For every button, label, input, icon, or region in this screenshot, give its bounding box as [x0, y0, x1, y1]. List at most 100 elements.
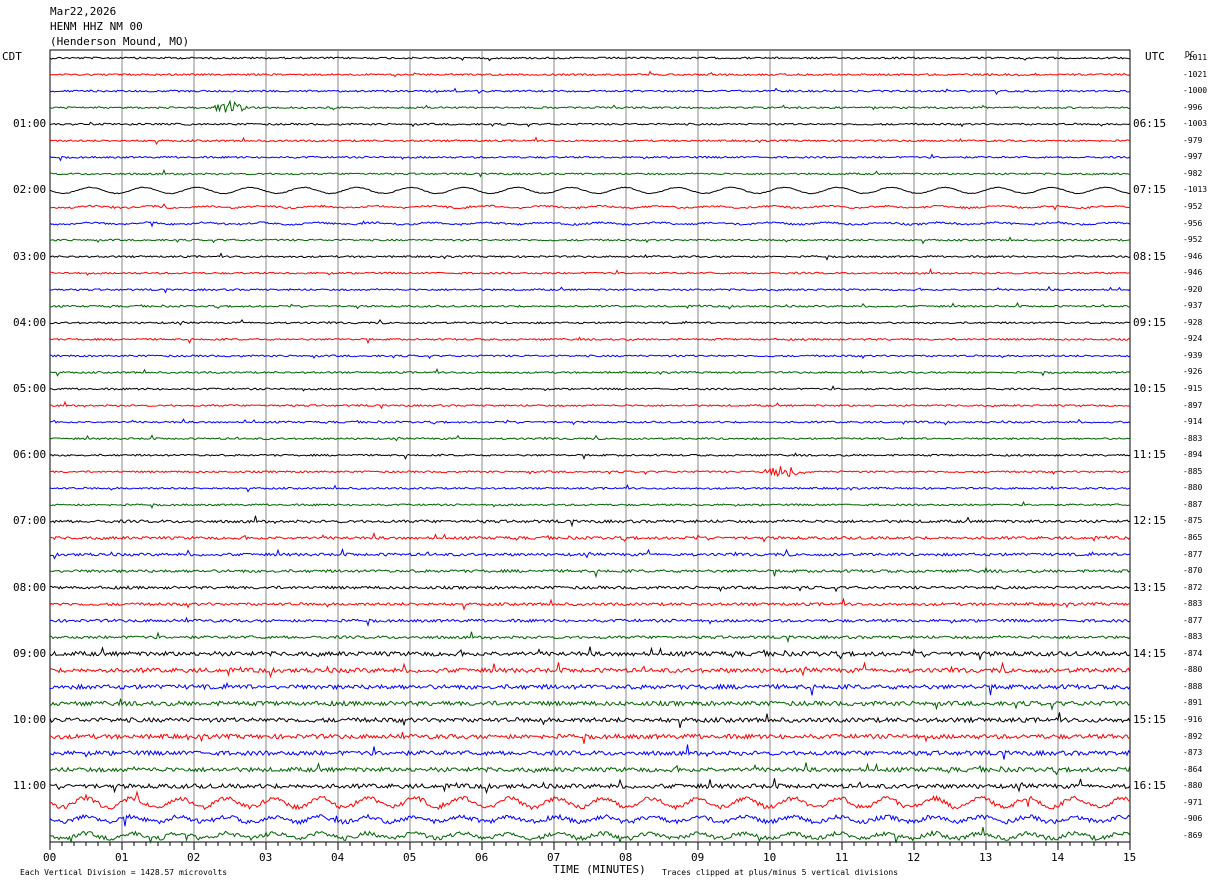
dc-offset-label: -1000 [1183, 86, 1208, 96]
left-hour-label: 06:00 [13, 448, 47, 462]
seismic-trace [49, 778, 1131, 795]
dc-offset-label: -897 [1183, 400, 1203, 410]
seismic-trace [49, 168, 1131, 178]
x-tick-label: 04 [331, 851, 345, 864]
x-tick-label: 15 [1123, 851, 1137, 864]
x-tick-label: 01 [115, 851, 129, 864]
header-location: (Henderson Mound, MO) [50, 35, 190, 48]
seismic-trace [49, 732, 1131, 744]
dc-offset-label: -877 [1183, 615, 1203, 625]
dc-offset-label: -979 [1183, 135, 1203, 145]
seismic-trace [49, 531, 1131, 543]
seismic-trace [49, 761, 1131, 776]
dc-offset-label: -971 [1183, 797, 1203, 807]
dc-offset-label: -873 [1183, 748, 1203, 758]
dc-offset-label: -880 [1183, 665, 1203, 675]
seismic-trace [49, 515, 1131, 528]
seismic-trace [49, 813, 1131, 827]
left-hour-label: 04:00 [13, 315, 47, 329]
seismic-trace [49, 87, 1131, 96]
x-tick-label: 06 [475, 851, 489, 864]
left-zone-label: CDT [2, 50, 22, 63]
dc-offset-label: -880 [1183, 781, 1203, 791]
right-hour-label: 15:15 [1133, 713, 1167, 726]
x-tick-label: 12 [907, 851, 921, 864]
seismic-trace [49, 186, 1131, 195]
dc-offset-label: -885 [1183, 466, 1203, 476]
x-axis-label: TIME (MINUTES) [553, 863, 646, 876]
seismic-trace [49, 136, 1131, 146]
plot-frame [49, 49, 1131, 843]
seismic-trace [49, 466, 1130, 478]
dc-offset-label: -956 [1183, 218, 1203, 228]
dc-offset-label: -872 [1183, 582, 1203, 592]
seismic-trace [49, 336, 1131, 345]
dc-offset-label: -996 [1183, 102, 1203, 112]
dc-label: DC [1185, 50, 1195, 59]
footer-clip: Traces clipped at plus/minus 5 vertical … [662, 868, 899, 877]
seismic-trace [49, 646, 1131, 662]
seismic-trace [50, 268, 1131, 276]
x-tick-label: 02 [187, 851, 201, 864]
dc-offset-label: -880 [1183, 483, 1203, 493]
left-hour-label: 07:00 [13, 514, 47, 528]
grid [49, 49, 1131, 843]
dc-offset-label: -877 [1183, 549, 1203, 559]
dc-offset-label: -875 [1183, 516, 1203, 526]
seismic-trace [49, 452, 1131, 461]
dc-offset-label: -920 [1183, 284, 1203, 294]
seismic-trace [49, 631, 1131, 644]
seismic-trace [49, 203, 1131, 211]
right-zone-label: UTC [1145, 50, 1165, 63]
dc-offset-label: -924 [1183, 334, 1203, 344]
right-hour-label: 12:15 [1133, 514, 1167, 528]
dc-offset-label: -1003 [1183, 119, 1208, 129]
dc-offset-label: -892 [1183, 731, 1203, 741]
seismic-trace [50, 236, 1131, 245]
right-hour-label: 16:15 [1133, 779, 1167, 793]
seismic-trace [49, 547, 1131, 560]
dc-offset-label: -997 [1183, 152, 1203, 162]
dc-offset-label: -952 [1183, 235, 1203, 245]
traces [49, 56, 1131, 845]
left-hour-label: 11:00 [13, 779, 47, 793]
seismic-trace [49, 434, 1131, 442]
right-hour-label: 11:15 [1133, 448, 1167, 462]
seismic-trace [49, 790, 1131, 811]
dc-offset-label: -891 [1183, 698, 1203, 708]
dc-offset-label: -1011 [1183, 53, 1208, 62]
header-date: Mar22,2026 [50, 5, 117, 18]
dc-offset-label: -883 [1183, 433, 1203, 443]
dc-offset-label: -870 [1183, 566, 1203, 576]
seismic-trace [49, 566, 1131, 579]
left-hour-label: 01:00 [13, 117, 47, 131]
seismic-trace [49, 597, 1130, 611]
seismic-trace [49, 500, 1131, 509]
dc-offset-label: -982 [1183, 168, 1203, 178]
dc-offset-label: -1021 [1183, 69, 1208, 79]
right-hour-label: 07:15 [1133, 183, 1167, 197]
seismic-trace [49, 418, 1131, 426]
seismic-trace [49, 354, 1131, 360]
x-tick-label: 03 [259, 851, 273, 864]
seismic-trace [49, 744, 1131, 760]
seismic-trace [49, 681, 1131, 696]
dc-offset-label: -914 [1183, 417, 1203, 427]
dc-offset-label: -952 [1183, 201, 1203, 211]
seismic-trace [50, 301, 1131, 310]
seismic-trace [49, 220, 1131, 228]
dc-offset-label: -883 [1183, 599, 1203, 609]
dc-offset-label: -926 [1183, 367, 1203, 377]
x-tick-label: 00 [43, 851, 57, 864]
x-tick-label: 13 [979, 851, 993, 864]
dc-offset-label: -894 [1183, 450, 1203, 460]
dc-offset-label: -883 [1183, 632, 1203, 642]
dc-offset-label: -869 [1183, 830, 1203, 840]
seismic-trace [49, 285, 1131, 294]
dc-offset-label: -865 [1183, 532, 1203, 542]
seismic-trace [49, 252, 1131, 261]
dc-offset-label: -874 [1183, 648, 1203, 658]
dc-offset-label: -915 [1183, 384, 1203, 393]
footer-scale: Each Vertical Division = 1428.57 microvo… [20, 868, 228, 877]
dc-offset-label: -937 [1183, 301, 1203, 311]
